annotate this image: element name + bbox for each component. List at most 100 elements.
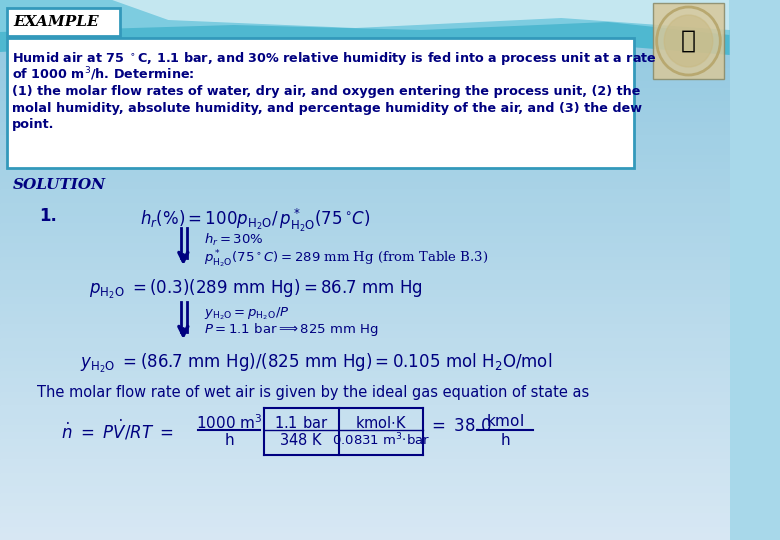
Bar [0, 526, 729, 534]
Bar [0, 513, 729, 521]
FancyBboxPatch shape [8, 8, 120, 36]
Bar [0, 6, 729, 15]
Bar [0, 209, 729, 217]
Text: $h_r(\%) = 100p_{\rm H_2O}/\,p^*_{\rm H_2O}(75^\circ\!C)$: $h_r(\%) = 100p_{\rm H_2O}/\,p^*_{\rm H_… [140, 207, 370, 234]
Bar [0, 378, 729, 386]
Bar [0, 183, 729, 190]
Text: $y_{\rm H_2O} = p_{\rm H_2O}/P$: $y_{\rm H_2O} = p_{\rm H_2O}/P$ [204, 305, 289, 321]
Text: $\rm{h}$: $\rm{h}$ [500, 432, 510, 448]
Bar [0, 472, 729, 480]
Bar [0, 249, 729, 258]
Bar [0, 263, 729, 271]
Bar [0, 492, 729, 501]
Text: EXAMPLE: EXAMPLE [13, 15, 99, 29]
Bar [0, 122, 729, 129]
Bar [0, 148, 729, 156]
Bar [0, 480, 729, 487]
Bar [0, 338, 729, 345]
Bar [0, 216, 729, 224]
Bar [0, 310, 729, 318]
Text: $1000\ \rm{m}^3$: $1000\ \rm{m}^3$ [196, 413, 263, 431]
Polygon shape [112, 0, 729, 30]
Bar [0, 303, 729, 312]
Bar [0, 176, 729, 183]
Bar [0, 399, 729, 406]
Text: $\rm{kmol{\cdot}K}$: $\rm{kmol{\cdot}K}$ [355, 415, 407, 431]
Text: $=\ 38.0$: $=\ 38.0$ [428, 418, 492, 435]
Bar [0, 432, 729, 440]
Bar [0, 81, 729, 89]
Text: The molar flow rate of wet air is given by the ideal gas equation of state as: The molar flow rate of wet air is given … [37, 385, 590, 400]
Bar [0, 317, 729, 325]
Bar [0, 202, 729, 210]
Text: Humid air at 75 $^\circ$C, 1.1 bar, and 30% relative humidity is fed into a proc: Humid air at 75 $^\circ$C, 1.1 bar, and … [12, 50, 657, 67]
Bar [0, 33, 729, 42]
Text: $1.1\ \rm{bar}$: $1.1\ \rm{bar}$ [274, 415, 328, 431]
Text: $p_{\rm H_2O}\ = (0.3)(289\ \rm{mm\ Hg}) = 86.7\ \rm{mm\ Hg}$: $p_{\rm H_2O}\ = (0.3)(289\ \rm{mm\ Hg})… [89, 278, 423, 301]
Bar [0, 330, 729, 339]
Bar [0, 384, 729, 393]
Text: $P = 1.1\ \rm{bar} \Longrightarrow 825\ \rm{mm\ Hg}$: $P = 1.1\ \rm{bar} \Longrightarrow 825\ … [204, 321, 378, 338]
Bar [0, 297, 729, 305]
Bar [0, 162, 729, 170]
Bar [0, 141, 729, 150]
Text: SOLUTION: SOLUTION [13, 178, 106, 192]
Polygon shape [0, 0, 729, 35]
Bar [0, 465, 729, 474]
Bar [0, 74, 729, 82]
Bar [0, 0, 729, 8]
Bar [0, 519, 729, 528]
Bar [0, 54, 729, 62]
Bar [0, 108, 729, 116]
Bar [0, 426, 729, 433]
Text: $p^*_{\rm H_2O}(75^\circ C) = 289$ mm Hg (from Table B.3): $p^*_{\rm H_2O}(75^\circ C) = 289$ mm Hg… [204, 248, 488, 269]
Text: $y_{\rm H_2O}\ = (86.7\ \rm{mm\ Hg})/(825\ \rm{mm\ Hg}) = 0.105\ \rm{mol\ H_2O/m: $y_{\rm H_2O}\ = (86.7\ \rm{mm\ Hg})/(82… [80, 352, 551, 375]
Bar [0, 14, 729, 21]
Bar [0, 243, 729, 251]
Text: $348\ \rm{K}$: $348\ \rm{K}$ [279, 432, 324, 448]
Bar [0, 94, 729, 102]
Bar [0, 222, 729, 231]
Circle shape [664, 15, 713, 67]
Bar [0, 418, 729, 426]
Bar [0, 68, 729, 75]
Bar [0, 372, 729, 379]
Text: (1) the molar flow rates of water, dry air, and oxygen entering the process unit: (1) the molar flow rates of water, dry a… [12, 85, 640, 98]
Bar [0, 168, 729, 177]
Bar [0, 284, 729, 291]
Text: point.: point. [12, 118, 55, 131]
Text: $0.0831\ \rm{m}^3{\cdot}\rm{bar}$: $0.0831\ \rm{m}^3{\cdot}\rm{bar}$ [332, 432, 430, 449]
Bar [0, 195, 729, 204]
Bar [0, 237, 729, 244]
Text: $\rm{h}$: $\rm{h}$ [224, 432, 234, 448]
Bar [0, 486, 729, 494]
Text: 1.: 1. [39, 207, 57, 225]
Bar [0, 392, 729, 399]
Bar [0, 507, 729, 514]
Bar [0, 411, 729, 420]
Bar [0, 60, 729, 69]
Bar [0, 87, 729, 96]
Bar [0, 500, 729, 507]
Bar [0, 156, 729, 163]
Text: of 1000 m$^3$/h. Determine:: of 1000 m$^3$/h. Determine: [12, 65, 195, 83]
Text: $\dot{n}\ =\ P\dot{V}/RT\ =$: $\dot{n}\ =\ P\dot{V}/RT\ =$ [61, 418, 174, 442]
Bar [0, 115, 729, 123]
Bar [0, 534, 729, 540]
FancyBboxPatch shape [653, 3, 724, 79]
Bar [0, 102, 729, 109]
Bar [0, 357, 729, 366]
Bar [0, 345, 729, 352]
Bar [0, 438, 729, 447]
Bar [0, 135, 729, 143]
Bar [0, 453, 729, 460]
Bar [0, 128, 729, 136]
Bar [0, 40, 729, 48]
Bar [0, 189, 729, 197]
Text: $\rm{kmol}$: $\rm{kmol}$ [486, 413, 524, 429]
Bar [0, 291, 729, 298]
Bar [0, 446, 729, 453]
Bar [0, 20, 729, 28]
Bar [0, 459, 729, 467]
Bar [0, 270, 729, 278]
